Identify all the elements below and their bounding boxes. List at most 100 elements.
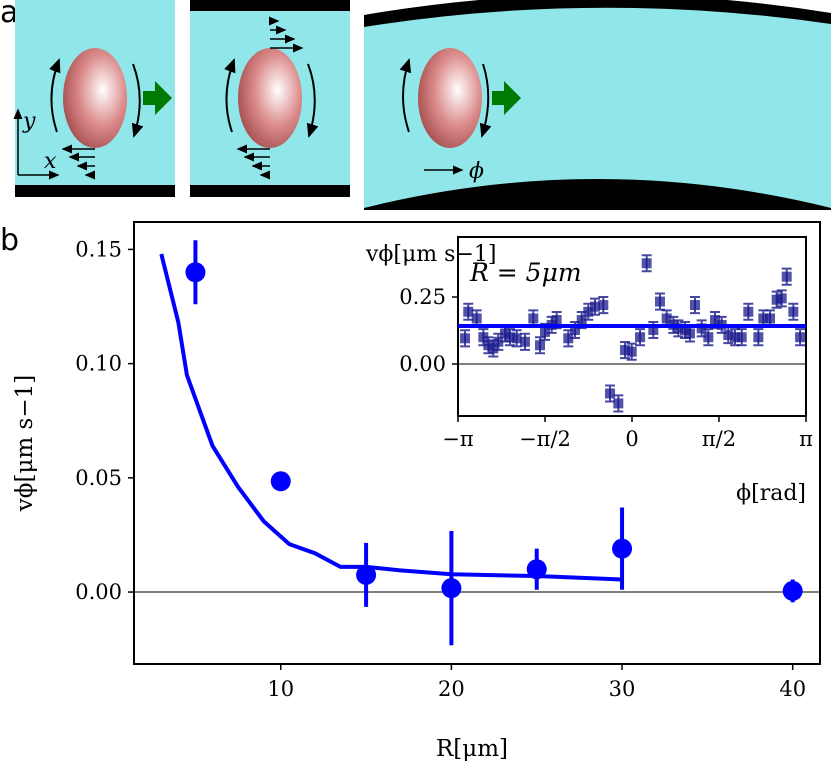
motion-arrow-icon [143,81,172,115]
data-point [743,306,754,317]
x-tick-label: 30 [609,677,636,701]
fluid-region [364,0,831,210]
x-axis-label: R[μm] [436,736,508,762]
data-point [504,332,515,343]
data-point [356,564,377,585]
x-tick-label: π/2 [702,427,736,451]
particle-sphere [238,48,302,148]
data-point [598,300,609,311]
data-point [551,315,562,326]
shear-flow-arrows-icon [61,144,95,180]
data-point [641,258,652,269]
axis-x-label: x [44,149,57,174]
shear-flow-arrows-icon [236,16,304,180]
motion-arrow-icon [492,81,521,115]
wall [190,0,350,11]
data-point [488,343,499,354]
x-tick-label: 20 [438,677,465,701]
data-point [535,340,546,351]
data-point [703,332,714,343]
wall [15,185,175,197]
y-tick-label: 0.00 [75,580,122,604]
x-tick-label: π [799,427,813,451]
data-point [736,332,747,343]
data-point [460,333,471,344]
wall [190,185,350,197]
axis-y-label: y [22,109,36,134]
data-point [185,262,206,283]
data-point [612,538,633,559]
data-point [782,580,803,601]
rotation-arrow-icon [479,63,492,138]
data-point [753,332,764,343]
data-point [795,332,806,343]
data-point [511,333,522,344]
data-point [620,345,631,356]
data-point [673,323,684,334]
y-tick-label: 0.25 [399,285,446,309]
y-tick-label: 0.15 [75,237,122,261]
inset-y-axis-label: vϕ[μm s−1] [365,242,496,267]
x-tick-label: 40 [779,677,806,701]
particle-sphere [63,48,127,148]
data-point [771,294,782,305]
rotation-arrow-icon [224,58,236,133]
data-point [576,315,587,326]
data-point [471,313,482,324]
particle-sphere [418,48,482,148]
data-point [788,306,799,317]
data-point [710,315,721,326]
data-point [661,313,672,324]
data-point [590,301,601,312]
model-curve [159,253,623,582]
data-point [570,324,581,335]
panel-a: a y x [0,0,831,210]
panel-a-label: a [0,0,18,30]
data-point [528,313,539,324]
data-point [730,332,741,343]
wall [364,179,831,210]
data-point [526,559,547,580]
data-point [583,306,594,317]
data-point [765,313,776,324]
data-point [493,336,504,347]
rotation-arrow-icon [306,63,319,138]
schematic-wall-bottom: y x [13,0,175,197]
data-point [781,271,792,282]
data-point [626,346,637,357]
data-point [463,306,474,317]
x-tick-label: −π/2 [519,427,571,451]
data-point [563,333,574,344]
data-point [776,293,787,304]
data-point [684,328,695,339]
data-point [696,323,707,334]
data-point [539,326,550,337]
y-tick-label: 0.10 [75,352,122,376]
data-point [758,313,769,324]
y-axis-label: vϕ[μm s−1] [12,375,38,512]
rotation-arrow-icon [399,58,412,133]
x-tick-label: 0 [625,427,638,451]
data-point [635,332,646,343]
data-point [519,336,530,347]
x-tick-label: −π [442,427,474,451]
y-tick-label: 0.05 [75,466,122,490]
rotation-arrow-icon [49,58,61,133]
data-point [689,300,700,311]
data-point [613,398,624,409]
rotation-arrow-icon [131,63,144,138]
wall [364,0,831,27]
schematic-channel [190,0,350,197]
y-tick-label: 0.00 [399,352,446,376]
phi-label: ϕ [469,159,484,184]
inset-annotation: R = 5μm [469,258,582,287]
schematic-curved-channel: ϕ [364,0,831,210]
data-point [605,388,616,399]
data-point [723,330,734,341]
data-point [654,296,665,307]
data-point [441,578,462,599]
inset-x-axis-label: ϕ[rad] [736,481,806,506]
data-point [648,324,659,335]
